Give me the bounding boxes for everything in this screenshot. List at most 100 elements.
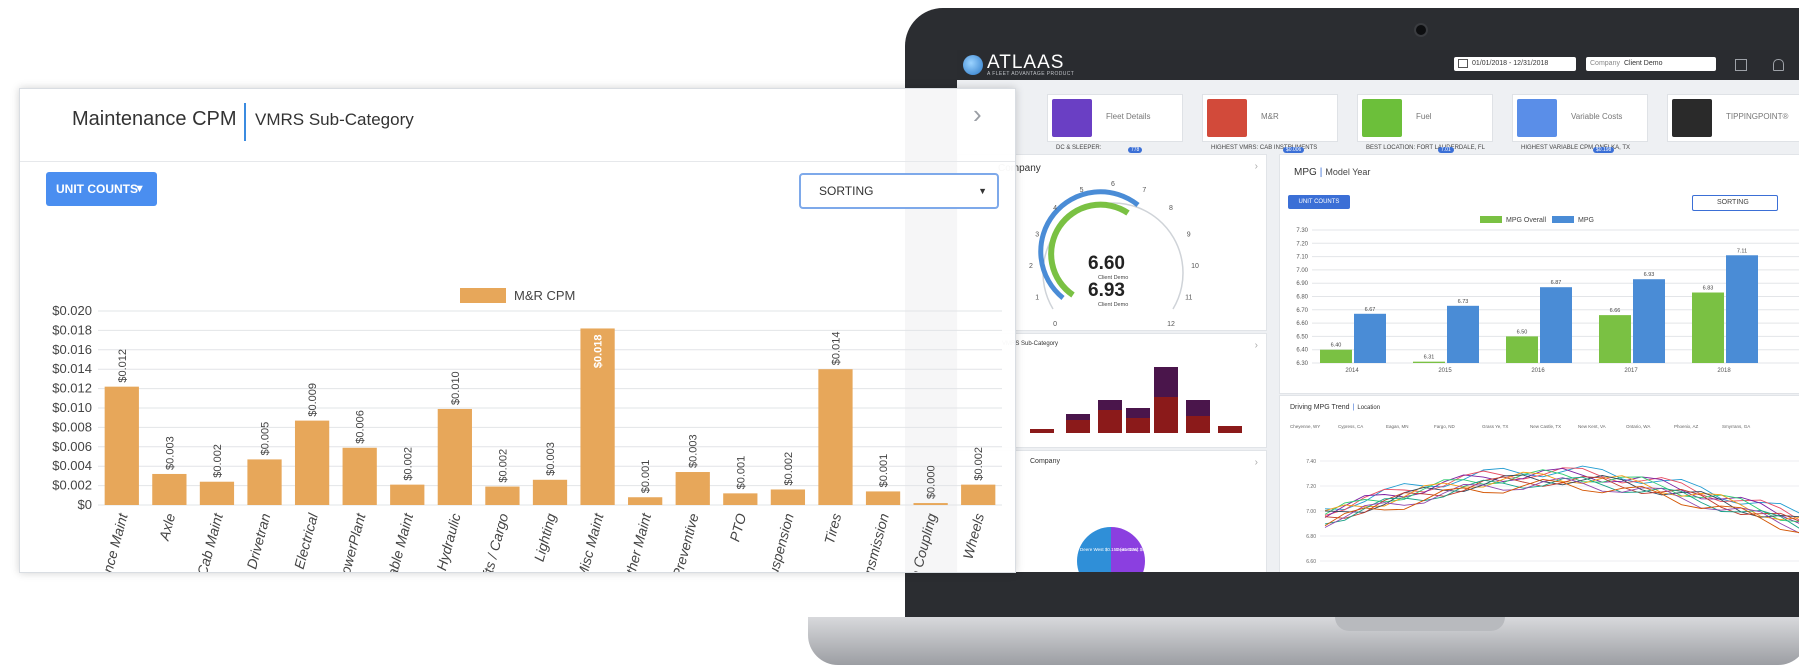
y-tick-label: $0.012	[52, 381, 92, 396]
mpg-sorting-select[interactable]: SORTING	[1692, 195, 1778, 211]
x-tick-label: Lifts / Cargo	[476, 511, 511, 572]
app-topbar: ATLAAS A FLEET ADVANTAGE PRODUCT 01/01/2…	[957, 50, 1799, 80]
module-badge: $0.006	[1283, 147, 1305, 153]
bar	[152, 473, 187, 505]
date-range-picker[interactable]: 01/01/2018 - 12/31/2018	[1454, 57, 1576, 71]
x-tick-label: PTO	[726, 512, 749, 544]
y-tick-label: $0.010	[52, 400, 92, 415]
legend-label: Grass Ye, TX	[1482, 424, 1508, 429]
bar	[675, 472, 710, 505]
stack-bar	[1126, 418, 1150, 433]
chevron-right-icon[interactable]: ›	[973, 99, 982, 129]
bar-mpg-overall	[1413, 361, 1445, 363]
mpg-title: MPG	[1294, 167, 1317, 178]
bar	[961, 484, 996, 505]
gauge-client-label-1: Client Demo	[1098, 275, 1128, 281]
pie-chart: Deere West $0.157 (41.03%) Deere East $0…	[1077, 527, 1174, 572]
module-badge: $0.198	[1593, 147, 1615, 153]
x-tick-label: 2016	[1531, 368, 1545, 374]
data-label: $0.018	[593, 334, 605, 368]
gauge-tick-label: 4	[1053, 205, 1057, 212]
data-label: $0.001	[735, 456, 747, 490]
data-label: 6.31	[1424, 355, 1435, 361]
data-label: 6.50	[1517, 329, 1528, 335]
module-tile[interactable]: TIPPINGPOINT®	[1667, 94, 1799, 142]
bar-mpg-overall	[1320, 349, 1352, 363]
x-tick-label: Transmission	[855, 511, 892, 572]
x-tick-label: Preventive	[669, 511, 702, 572]
panel-title: Maintenance CPM	[72, 108, 237, 130]
stack-bar	[1154, 367, 1178, 397]
module-label: Variable Costs	[1571, 112, 1623, 121]
module-tile[interactable]: Fleet Details DC & SLEEPER: 778	[1047, 94, 1183, 153]
x-tick-label: Lighting	[531, 511, 559, 563]
module-stat: BEST LOCATION: FORT LAUDERDALE, FL	[1366, 145, 1485, 151]
module-stat: DC & SLEEPER:	[1056, 145, 1102, 151]
date-range-text: 01/01/2018 - 12/31/2018	[1472, 60, 1549, 67]
gauge-client-label-2: Client Demo	[1098, 302, 1128, 308]
bar	[247, 459, 282, 505]
trend-series-line	[1324, 471, 1799, 521]
bar	[770, 489, 806, 505]
y-tick-label: $0.008	[52, 419, 92, 434]
chevron-right-icon[interactable]: ›	[1254, 161, 1258, 172]
chevron-right-icon[interactable]: ›	[1254, 457, 1258, 468]
y-tick-label: $0.014	[52, 361, 92, 376]
maintenance-cpm-chart: $0 $0.002 $0.004 $0.006 $0.008 $0.010 $0.012 $0…	[52, 288, 1002, 572]
legend-label: MPG	[1578, 217, 1594, 224]
legend-label: Fargo, ND	[1434, 424, 1456, 429]
data-label: $0.002	[497, 449, 509, 483]
data-label: 7.11	[1737, 248, 1747, 254]
bell-icon[interactable]	[1773, 59, 1784, 71]
y-tick-label: 6.90	[1296, 281, 1308, 287]
data-label: $0.012	[117, 349, 129, 383]
module-tile[interactable]: Variable Costs HIGHEST VARIABLE CPM ONELK…	[1512, 94, 1648, 153]
stack-bar	[1066, 420, 1090, 433]
module-label: Fleet Details	[1106, 112, 1151, 121]
company-select[interactable]: Company Client Demo	[1586, 57, 1716, 71]
home-icon[interactable]	[1735, 59, 1747, 71]
y-tick-label: 6.40	[1296, 348, 1308, 354]
app-logo: ATLAAS	[987, 52, 1065, 73]
legend-label: Eagan, MN	[1386, 424, 1409, 429]
y-tick-label: 6.50	[1296, 334, 1308, 340]
x-tick-label: Vehicle Coupling	[897, 511, 940, 572]
laptop-base	[808, 617, 1799, 665]
trend-panel-title: Driving MPG Trend | Location	[1290, 404, 1380, 411]
pie-slice-west	[1077, 527, 1111, 572]
y-tick-label: $0.004	[52, 458, 92, 473]
unit-counts-button[interactable]: UNIT COUNTS ▼	[46, 172, 157, 206]
x-tick-label: 2017	[1624, 368, 1638, 374]
module-tile[interactable]: Fuel BEST LOCATION: FORT LAUDERDALE, FL 7.…	[1357, 94, 1493, 153]
bar	[628, 497, 663, 505]
company-value: Client Demo	[1623, 60, 1663, 67]
module-icon	[1207, 99, 1247, 137]
mpg-unit-counts-button[interactable]: UNIT COUNTS	[1288, 195, 1350, 209]
gauge-blue-arc	[1038, 189, 1140, 300]
data-label: $0.003	[545, 442, 557, 476]
bar	[723, 493, 758, 505]
y-tick-label: 7.00	[1296, 268, 1308, 274]
trend-series-line	[1324, 479, 1799, 533]
legend-swatch	[1480, 216, 1502, 223]
gauge-tick-label: 10	[1191, 263, 1199, 270]
y-tick-label: 6.70	[1296, 308, 1308, 314]
y-tick-label: 7.00	[1306, 509, 1316, 515]
sorting-label: SORTING	[819, 184, 874, 198]
data-label: $0.003	[688, 434, 700, 468]
legend-label: New Castle, TX	[1530, 424, 1561, 429]
calendar-icon	[1458, 58, 1468, 68]
bar	[913, 503, 948, 505]
y-tick-label: 6.80	[1306, 534, 1316, 540]
bar	[199, 481, 235, 505]
y-tick-label: 7.40	[1306, 459, 1316, 465]
module-tile[interactable]: M&R HIGHEST VMRS: CAB INSTRUMENTS $0.006	[1202, 94, 1338, 153]
bar	[437, 408, 472, 505]
x-tick-label: Body / Cab Maint	[183, 511, 227, 572]
sorting-select[interactable]: SORTING ▼	[799, 173, 999, 209]
gauge-value-2: 6.93	[1088, 280, 1125, 301]
gauge-tick-label: 12	[1167, 321, 1175, 328]
legend-swatch	[460, 288, 506, 303]
chevron-right-icon[interactable]: ›	[1254, 340, 1258, 351]
